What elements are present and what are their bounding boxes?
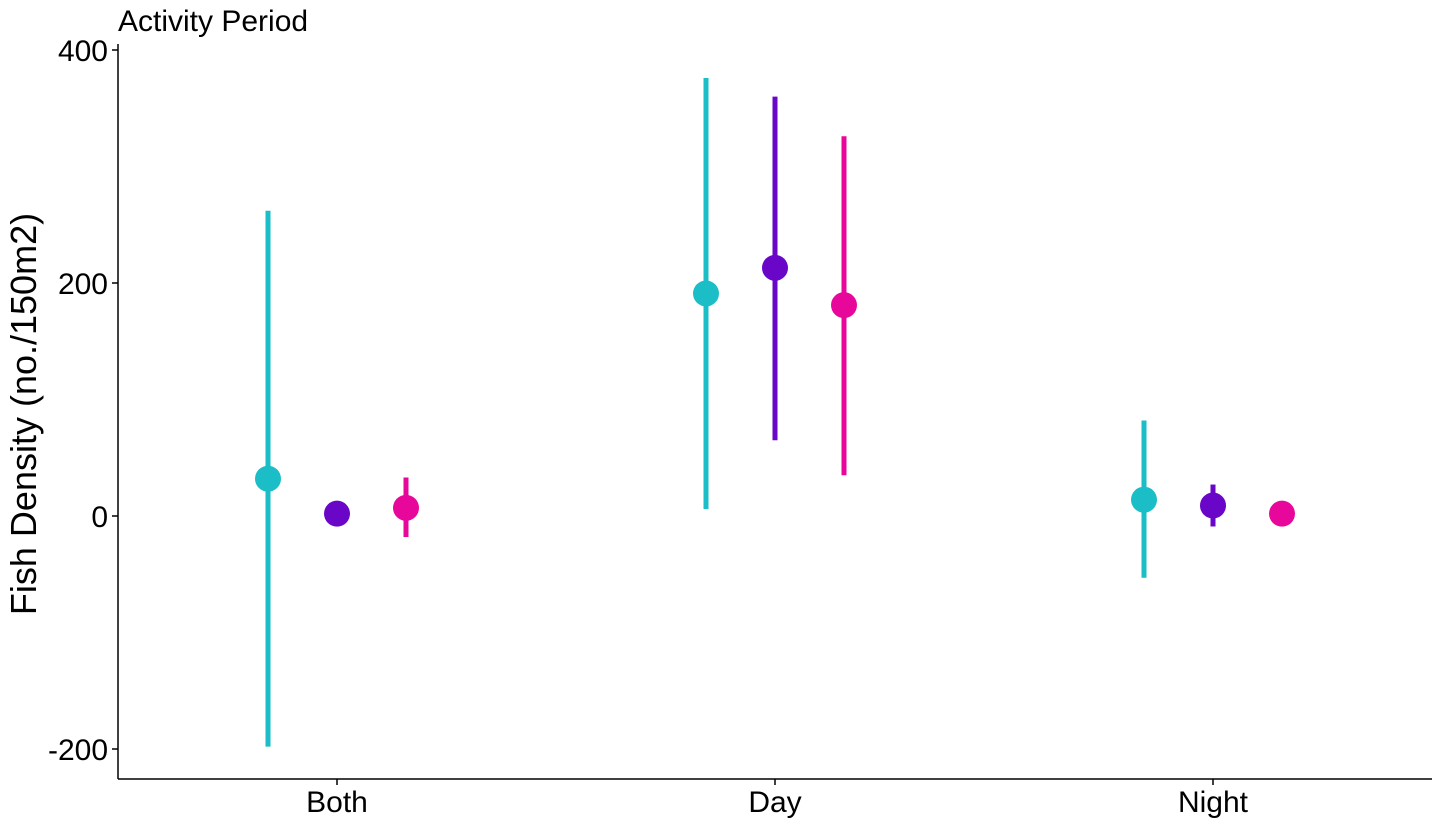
data-point [762, 254, 788, 281]
y-tick-label: -200 [48, 734, 108, 767]
data-point [693, 280, 719, 307]
x-tick-label: Day [748, 786, 801, 819]
data-point [1131, 486, 1157, 513]
y-axis-title: Fish Density (no./150m2) [3, 213, 44, 615]
y-tick-label: 200 [58, 268, 108, 301]
x-axis: Both Day Night [118, 778, 1432, 819]
data-point [1269, 500, 1295, 527]
y-tick-label: 0 [91, 501, 108, 534]
data-point [831, 292, 857, 319]
data-marks [255, 77, 1295, 747]
data-point [393, 494, 419, 521]
data-point [1200, 492, 1226, 519]
y-axis: -200 0 200 400 [48, 35, 119, 779]
data-point [324, 500, 350, 527]
x-tick-label: Both [306, 786, 368, 819]
data-point [255, 465, 281, 492]
y-tick-label: 400 [58, 35, 108, 68]
x-tick-label: Night [1178, 786, 1249, 819]
chart-title: Activity Period [118, 5, 308, 38]
